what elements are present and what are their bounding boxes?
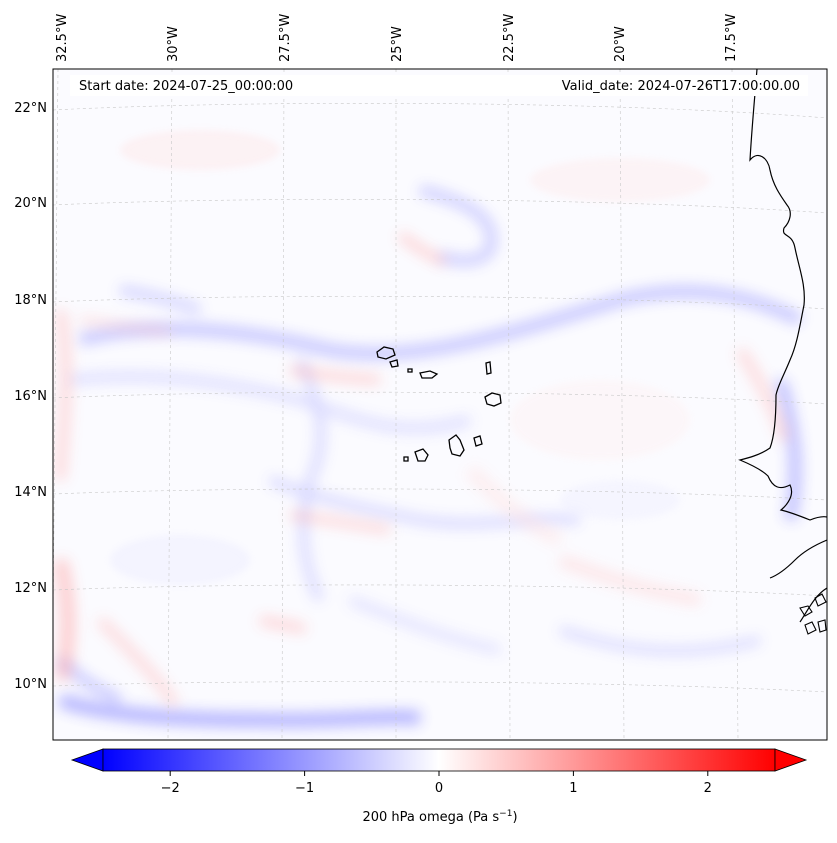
valid-date-text: Valid_date: 2024-07-26T17:00:00.00 [562,79,800,94]
colorbar-tick-label: 0 [435,781,443,796]
colorbar-tick-label: 2 [704,781,712,796]
start-date-text: Start date: 2024-07-25_00:00:00 [79,79,293,94]
colorbar-bar [102,748,776,772]
lon-label: 27.5°W [278,14,293,62]
colorbar-tick-label: −2 [161,781,180,796]
map-background [53,69,827,740]
lon-label: 17.5°W [724,14,739,62]
lat-label: 10°N [14,677,47,692]
lon-label: 32.5°W [55,14,70,62]
gridlines [53,69,827,740]
latitude-labels: 22°N 20°N 18°N 16°N 14°N 12°N 10°N [14,101,47,692]
lat-label: 20°N [14,196,47,211]
cape-verde-islands [376,346,502,462]
colorbar-ticks: −2 −1 0 1 2 [161,771,712,796]
colorbar-extend-min [70,748,104,772]
colorbar-tick-label: 1 [569,781,577,796]
info-bar [70,75,808,96]
lon-label: 25°W [390,26,405,62]
map-frame [52,68,828,741]
lon-label: 30°W [166,26,181,62]
lat-label: 14°N [14,485,47,500]
map-panel: Start date: 2024-07-25_00:00:00 Valid_da… [53,69,827,740]
lat-label: 22°N [14,101,47,116]
longitude-labels: 32.5°W 30°W 27.5°W 25°W 22.5°W 20°W 17.5… [55,14,739,62]
lat-label: 16°N [14,389,47,404]
lat-label: 18°N [14,293,47,308]
omega-field [53,130,803,728]
colorbar-tick-label: −1 [295,781,314,796]
colorbar-extend-max [774,748,808,772]
lon-label: 20°W [613,26,628,62]
africa-coastline [738,69,827,623]
colorbar: −2 −1 0 1 2 200 hPa omega (Pa s−1) [70,748,808,825]
bissagos-islands [799,593,827,635]
lon-label: 22.5°W [502,14,517,62]
colorbar-label: 200 hPa omega (Pa s−1) [362,809,517,825]
lat-label: 12°N [14,581,47,596]
